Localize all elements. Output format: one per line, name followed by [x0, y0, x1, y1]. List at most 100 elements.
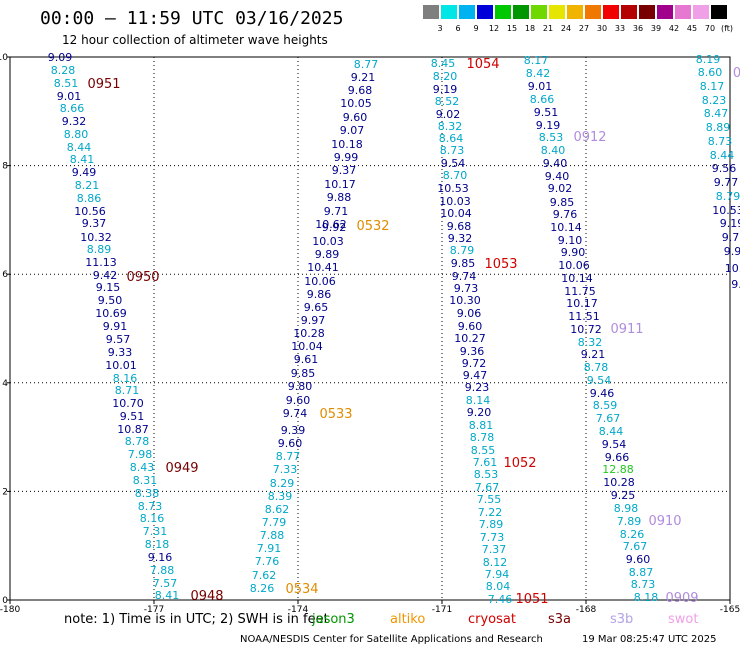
- legend-swatch: [423, 5, 439, 19]
- wave-height-label: 9.39: [281, 424, 306, 437]
- wave-height-label: 9.20: [467, 406, 492, 419]
- legend-label: 18: [524, 24, 536, 33]
- legend-label: 21: [542, 24, 554, 33]
- legend-label: 15: [506, 24, 518, 33]
- wave-height-label: 10.28: [603, 476, 635, 489]
- wave-height-label: 10.18: [331, 138, 363, 151]
- legend-swatch: [621, 5, 637, 19]
- wave-height-label: 10.28: [293, 327, 325, 340]
- wave-height-label: 7.67: [475, 481, 500, 494]
- wave-height-label: 7.62: [252, 569, 277, 582]
- pass-number-label: 0951: [87, 77, 120, 92]
- wave-height-label: 10.69: [95, 307, 127, 320]
- wave-height-label: 7.67: [596, 412, 621, 425]
- wave-height-label: 9.65: [304, 301, 329, 314]
- pass-number-label: 1054: [466, 57, 499, 72]
- wave-height-label: 8.43: [130, 461, 155, 474]
- wave-height-label: 7.31: [143, 525, 168, 538]
- wave-height-label: 9.85: [451, 257, 476, 270]
- wave-height-label: 8.21: [75, 179, 100, 192]
- wave-height-label: 9.85: [291, 367, 316, 380]
- wave-height-label: 8.18: [145, 538, 170, 551]
- pass-number-label: 0949: [165, 461, 198, 476]
- wave-height-label: 8.52: [435, 95, 460, 108]
- wave-height-label: 9.37: [332, 164, 357, 177]
- legend-label: 12: [488, 24, 500, 33]
- wave-height-label: 10.32: [80, 231, 112, 244]
- wave-height-label: 9.02: [548, 182, 573, 195]
- wave-height-label: 9.66: [605, 451, 630, 464]
- wave-height-label: 9.06: [457, 307, 482, 320]
- wave-height-label: 8.87: [629, 566, 654, 579]
- wave-height-label: 8.59: [593, 399, 618, 412]
- wave-height-label: 10.04: [440, 207, 472, 220]
- wave-height-label: 8.73: [708, 135, 733, 148]
- wave-height-label: 8.44: [710, 149, 735, 162]
- wave-height-label: 8.16: [140, 512, 165, 525]
- map-frame: [9, 56, 731, 601]
- wave-height-label: 9.60: [458, 320, 483, 333]
- wave-height-label: 9.99: [334, 151, 359, 164]
- wave-height-label: 8.86: [77, 192, 102, 205]
- legend-label: 39: [650, 24, 662, 33]
- legend-label: 33: [614, 24, 626, 33]
- x-tick-label: -168: [576, 605, 597, 615]
- wave-height-label: 8.32: [578, 336, 603, 349]
- wave-height-label: 8.79: [716, 190, 740, 203]
- legend-label: 45: [686, 24, 698, 33]
- wave-height-label: 10.6: [725, 262, 740, 275]
- wave-height-label: 9.21: [351, 71, 376, 84]
- wave-height-label: 8.89: [706, 121, 731, 134]
- x-tick-label: -177: [144, 605, 164, 615]
- x-tick-label: -171: [432, 605, 452, 615]
- wave-height-label: 8.41: [155, 589, 180, 602]
- wave-height-label: 8.14: [466, 394, 491, 407]
- wave-height-label: 7.57: [153, 577, 178, 590]
- wave-height-label: 8.70: [443, 169, 468, 182]
- legend-swatch: [495, 5, 511, 19]
- wave-height-label: 8.44: [67, 141, 92, 154]
- wave-height-label: 8.77: [276, 450, 301, 463]
- wave-height-label: 10.06: [558, 259, 590, 272]
- wave-height-label: 9.09: [48, 51, 73, 64]
- legend-swatch: [603, 5, 619, 19]
- wave-height-label: 8.32: [438, 120, 463, 133]
- wave-height-label: 8.44: [599, 425, 624, 438]
- wave-height-label: 9.07: [340, 124, 365, 137]
- wave-height-label: 10.03: [312, 235, 344, 248]
- wave-height-label: 11.13: [85, 256, 117, 269]
- wave-height-label: 7.67: [623, 540, 648, 553]
- wave-height-label: 8.38: [135, 487, 160, 500]
- wave-height-label: 8.18: [634, 591, 659, 604]
- pass-number-label: 1053: [484, 257, 517, 272]
- wave-height-label: 9.90: [561, 246, 586, 259]
- wave-height-label: 10.14: [561, 272, 593, 285]
- wave-height-label: 8.31: [133, 474, 158, 487]
- wave-height-label: 8.73: [631, 578, 656, 591]
- y-tick-label: 0: [2, 596, 8, 606]
- wave-height-label: 9.85: [550, 196, 575, 209]
- satellite-cryosat: cryosat: [468, 612, 516, 627]
- wave-height-label: 9.91: [103, 320, 128, 333]
- legend-label: 6: [455, 24, 461, 33]
- wave-height-label: 9.54: [441, 157, 466, 170]
- wave-height-label: 9.01: [57, 90, 82, 103]
- wave-height-label: 8.78: [470, 431, 495, 444]
- wave-height-label: 7.89: [617, 515, 642, 528]
- legend-swatch: [459, 5, 475, 19]
- y-tick-label: 2: [2, 487, 8, 497]
- legend-swatch: [549, 5, 565, 19]
- wave-height-label: 8.53: [474, 468, 499, 481]
- wave-height-label: 9.32: [62, 115, 87, 128]
- legend-label: 70: [704, 24, 716, 33]
- wave-height-label: 7.22: [478, 506, 503, 519]
- pass-number-label: 0911: [610, 322, 643, 337]
- wave-height-label: 8.19: [696, 53, 721, 66]
- wave-height-label: 10.41: [307, 261, 339, 274]
- wave-height-label: 8.28: [51, 64, 76, 77]
- legend-label: 3: [437, 24, 443, 33]
- wave-height-label: 10.53: [437, 182, 469, 195]
- pass-number-label: 0532: [356, 219, 389, 234]
- wave-height-label: 9.21: [581, 348, 606, 361]
